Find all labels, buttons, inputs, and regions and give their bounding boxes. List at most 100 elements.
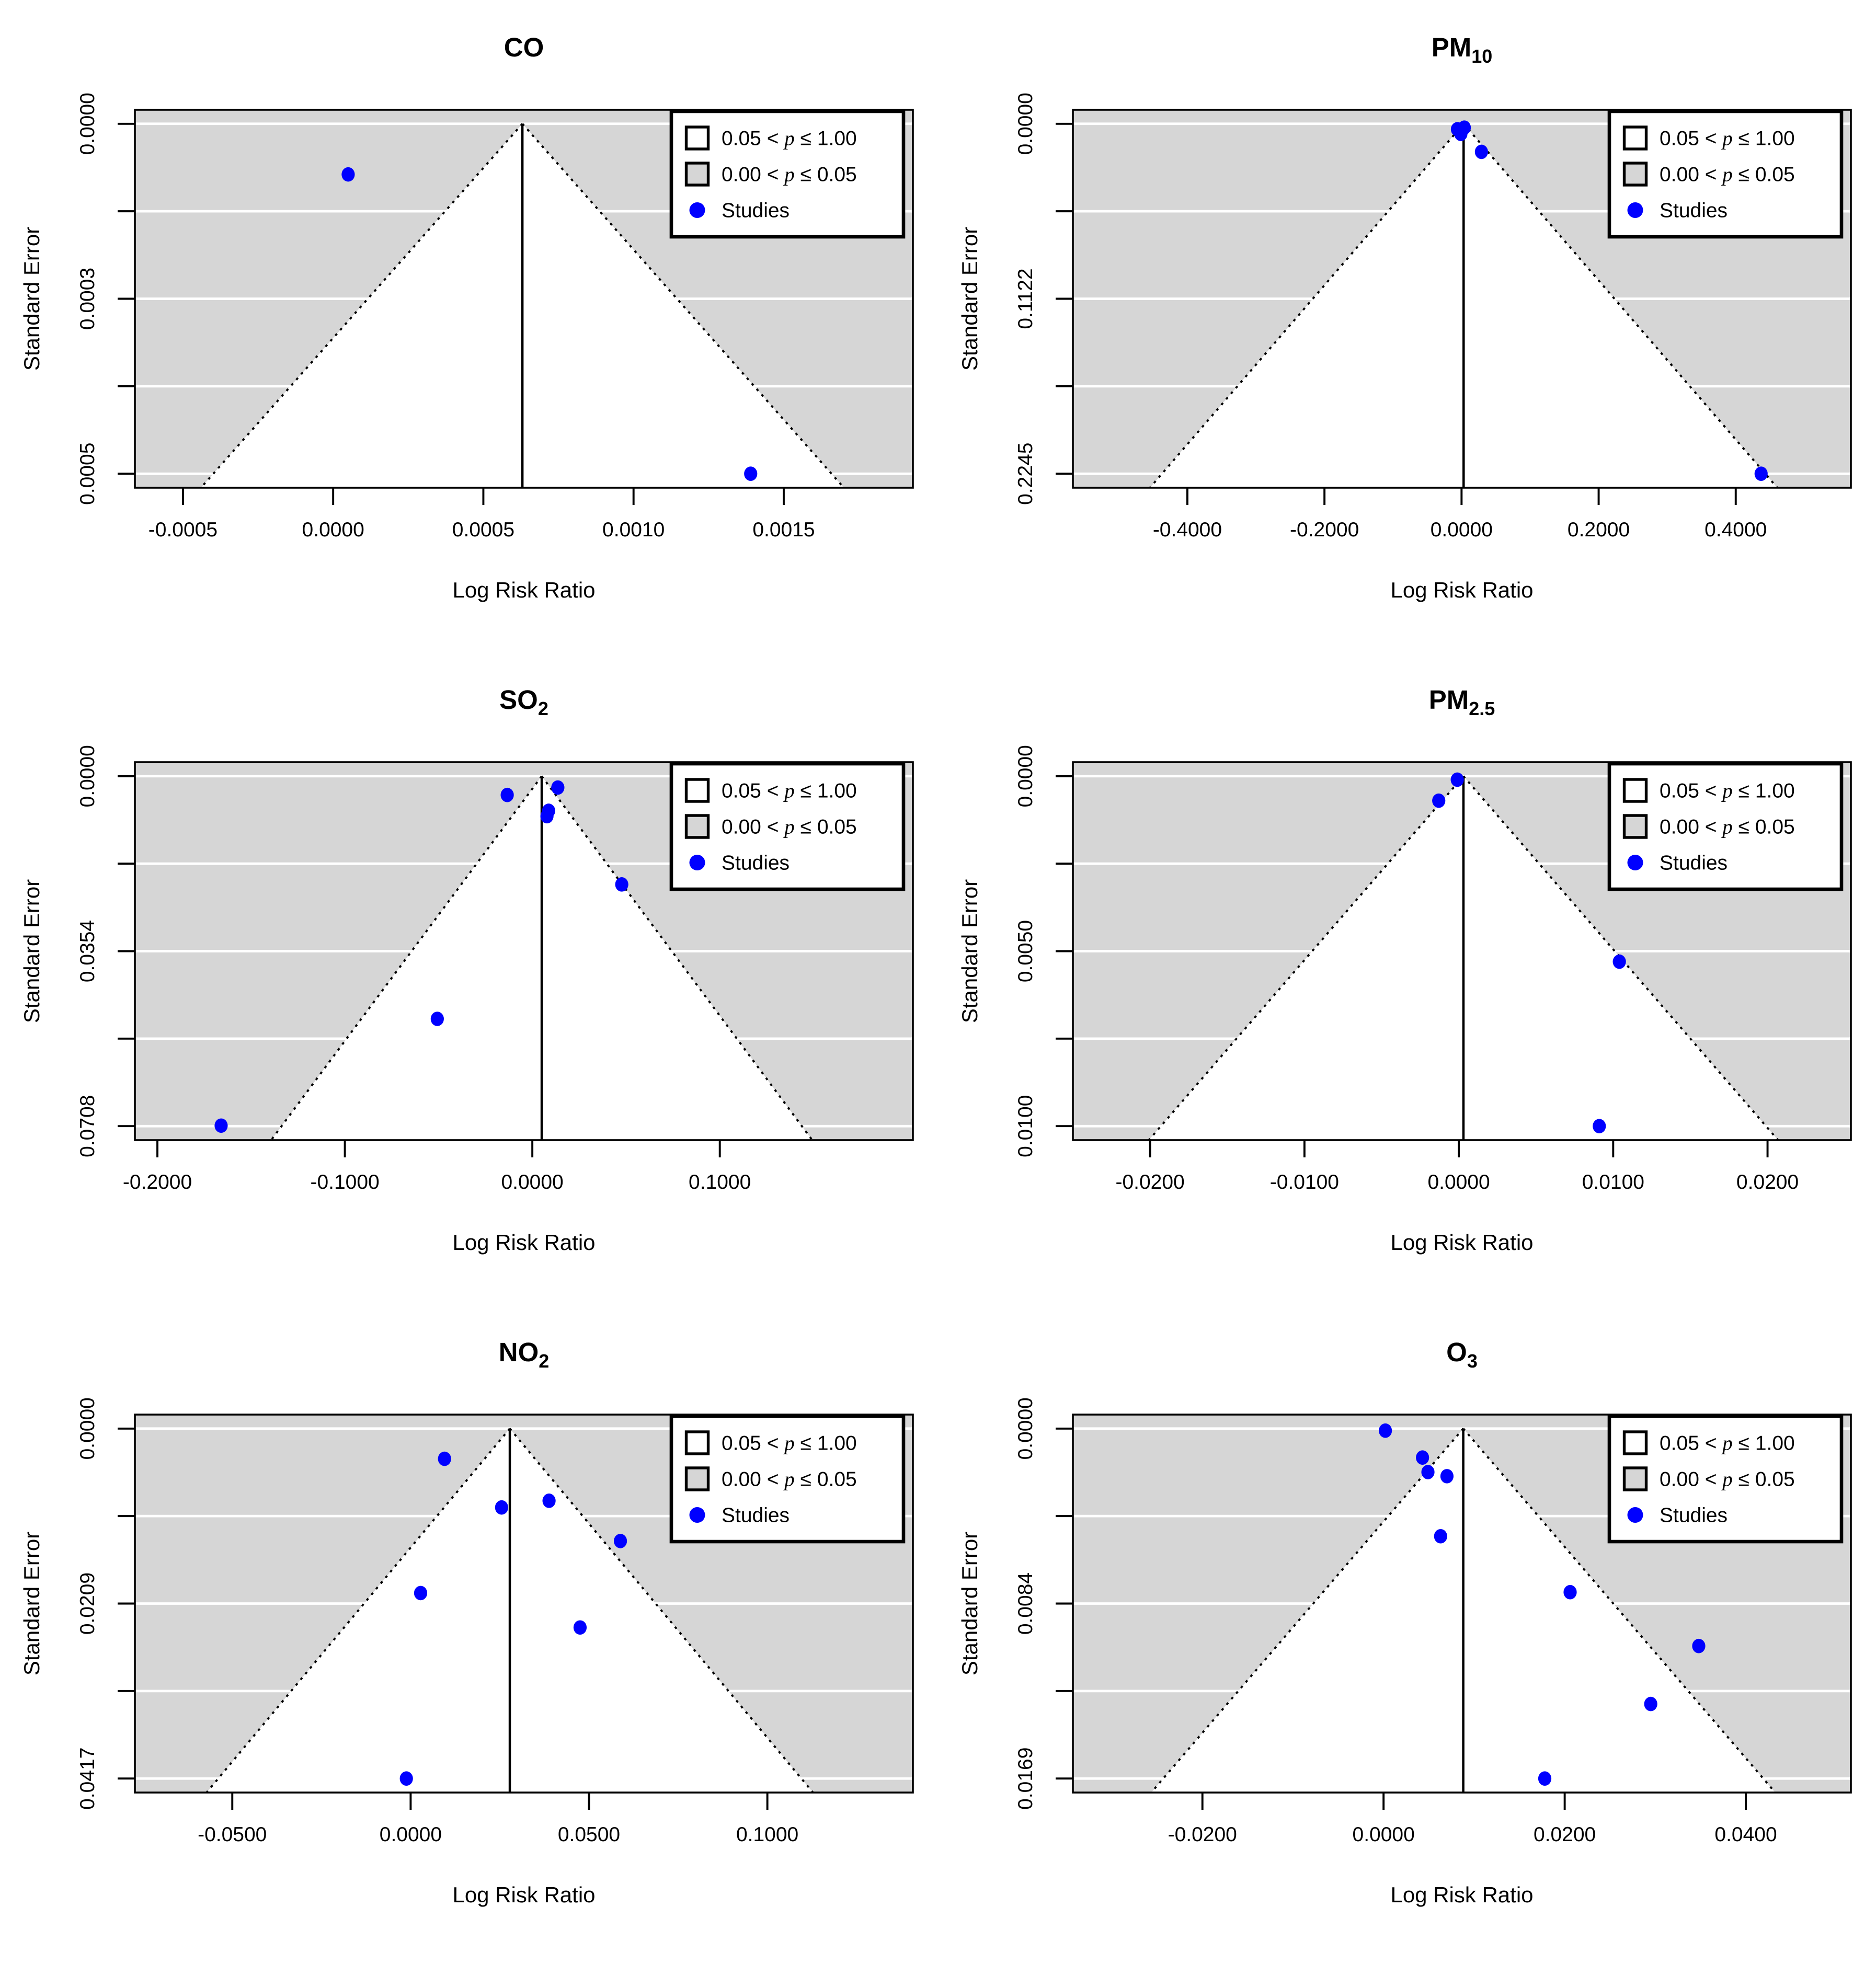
study-point <box>1692 1638 1706 1653</box>
funnel-right-dotted-line <box>1462 1427 1776 1793</box>
study-points <box>341 167 758 481</box>
funnel-left-dotted-line <box>1149 123 1465 489</box>
legend-label: 0.05 < p ≤ 1.00 <box>722 127 857 150</box>
study-point <box>1416 1450 1429 1464</box>
study-point <box>615 877 628 891</box>
legend-swatch-shaded-square <box>684 813 710 839</box>
legend: 0.05 < p ≤ 1.00 0.00 < p ≤ 0.05 Studies <box>1607 761 1844 891</box>
study-point <box>1644 1696 1657 1711</box>
legend-swatch-shaded-square <box>1622 1465 1648 1491</box>
study-point <box>613 1533 627 1548</box>
x-tick-label: 0.0000 <box>1431 519 1493 541</box>
y-axis: 0.0000 0.0354 0.0708 <box>76 744 135 1157</box>
y-tick-label: 0.0417 <box>76 1747 99 1809</box>
y-tick-label: 0.0084 <box>1014 1571 1037 1634</box>
x-tick-label: 0.0000 <box>380 1823 442 1845</box>
x-tick-label: 0.0000 <box>302 519 364 541</box>
legend-box <box>1607 109 1844 239</box>
x-tick-label: -0.0200 <box>1116 1170 1185 1193</box>
plot-title: O3 <box>1446 1337 1478 1371</box>
legend-swatch-blue-dot <box>1627 854 1643 870</box>
x-tick-label: 0.1000 <box>689 1170 751 1193</box>
x-tick-label: 0.0000 <box>1427 1170 1490 1193</box>
legend-label: Studies <box>1660 199 1728 222</box>
legend-label: 0.05 < p ≤ 1.00 <box>1660 779 1795 802</box>
x-tick-label: 0.0000 <box>501 1170 564 1193</box>
funnel-right-dotted-line <box>509 1427 814 1793</box>
plot-title: SO2 <box>499 684 548 719</box>
study-points <box>399 1451 627 1785</box>
legend-swatch-blue-dot <box>689 1506 705 1522</box>
funnel-right-dotted-line <box>1462 123 1778 489</box>
x-tick-label: -0.2000 <box>123 1170 192 1193</box>
x-tick-label: -0.4000 <box>1153 519 1222 541</box>
y-axis-title: Standard Error <box>957 879 982 1023</box>
legend-label: Studies <box>1660 852 1728 874</box>
gridlines <box>135 1426 913 1779</box>
legend-swatch-shaded-square <box>1622 162 1648 187</box>
study-point <box>214 1118 228 1133</box>
study-point <box>1563 1584 1577 1599</box>
y-axis-title: Standard Error <box>19 879 44 1023</box>
study-point <box>1421 1464 1435 1479</box>
legend-label: 0.00 < p ≤ 0.05 <box>1660 163 1795 186</box>
study-point <box>1440 1468 1454 1483</box>
x-tick-label: 0.0010 <box>602 519 665 541</box>
funnel-plot-pm10: 0.0000 0.1122 0.2245 -0.4000 -0.2000 0.0000 0.… <box>938 0 1876 652</box>
legend: 0.05 < p ≤ 1.00 0.00 < p ≤ 0.05 Studies <box>1607 109 1844 239</box>
y-axis-title: Standard Error <box>19 1531 44 1674</box>
study-point <box>542 1492 556 1508</box>
x-tick-label: 0.0100 <box>1582 1170 1644 1193</box>
y-tick-label: 0.0000 <box>76 744 99 807</box>
legend-swatch-open-square <box>684 777 710 802</box>
study-point <box>1474 144 1488 159</box>
x-axis: -0.0200 -0.0100 0.0000 0.0100 0.0200 <box>1116 1140 1799 1193</box>
study-point <box>1612 954 1626 969</box>
x-tick-label: 0.0400 <box>1714 1823 1777 1845</box>
legend-label: 0.05 < p ≤ 1.00 <box>1660 1431 1795 1454</box>
legend-swatch-blue-dot <box>689 202 705 218</box>
legend-box <box>1607 1414 1844 1543</box>
y-axis-title: Standard Error <box>19 227 44 371</box>
y-tick-label: 0.0354 <box>76 920 99 982</box>
funnel-right-dotted-line <box>541 775 814 1141</box>
legend-swatch-shaded-square <box>1622 813 1648 839</box>
plot-cell-pm25: 0.0000 0.0050 0.0100 -0.0200 -0.0100 0.0000 0.… <box>938 652 1876 1304</box>
panel-border <box>134 761 914 1141</box>
y-tick-label: 0.1122 <box>1014 268 1037 329</box>
study-point <box>1450 772 1464 787</box>
plot-cell-no2: 0.0000 0.0209 0.0417 -0.0500 0.0000 0.0500 0.1… <box>0 1304 938 1956</box>
study-point <box>438 1451 451 1465</box>
legend-swatch-shaded-square <box>684 162 710 187</box>
legend-label: 0.00 < p ≤ 0.05 <box>722 163 857 186</box>
legend-box <box>1607 761 1844 891</box>
funnel-plot-o3: 0.0000 0.0084 0.0169 -0.0200 0.0000 0.0200 0.0… <box>938 1304 1876 1956</box>
study-point <box>430 1011 444 1026</box>
y-tick-label: 0.0050 <box>1014 920 1037 982</box>
legend-label: 0.00 < p ≤ 0.05 <box>722 816 857 838</box>
y-axis: 0.0000 0.1122 0.2245 <box>1014 93 1073 505</box>
study-point <box>744 466 758 481</box>
x-axis-title: Log Risk Ratio <box>452 1882 595 1906</box>
panel-border <box>134 1412 914 1793</box>
study-point <box>573 1620 587 1634</box>
study-point <box>341 167 355 182</box>
x-axis: -0.0005 0.0000 0.0005 0.0010 0.0015 <box>148 487 815 541</box>
y-axis: 0.0000 0.0209 0.0417 <box>76 1397 135 1809</box>
study-points <box>214 780 628 1133</box>
x-axis: -0.4000 -0.2000 0.0000 0.2000 0.4000 <box>1153 487 1767 541</box>
plot-title: CO <box>504 32 544 62</box>
legend-swatch-open-square <box>684 1429 710 1455</box>
plot-title: PM10 <box>1432 32 1493 67</box>
y-axis: 0.0000 0.0003 0.0005 <box>76 93 135 505</box>
x-axis-title: Log Risk Ratio <box>452 578 595 602</box>
y-tick-label: 0.2245 <box>1014 443 1037 505</box>
y-tick-label: 0.0005 <box>76 443 99 505</box>
legend: 0.05 < p ≤ 1.00 0.00 < p ≤ 0.05 Studies <box>669 761 906 891</box>
y-tick-label: 0.0209 <box>76 1571 99 1634</box>
y-tick-label: 0.0000 <box>1014 744 1037 807</box>
panel-border <box>134 109 914 489</box>
